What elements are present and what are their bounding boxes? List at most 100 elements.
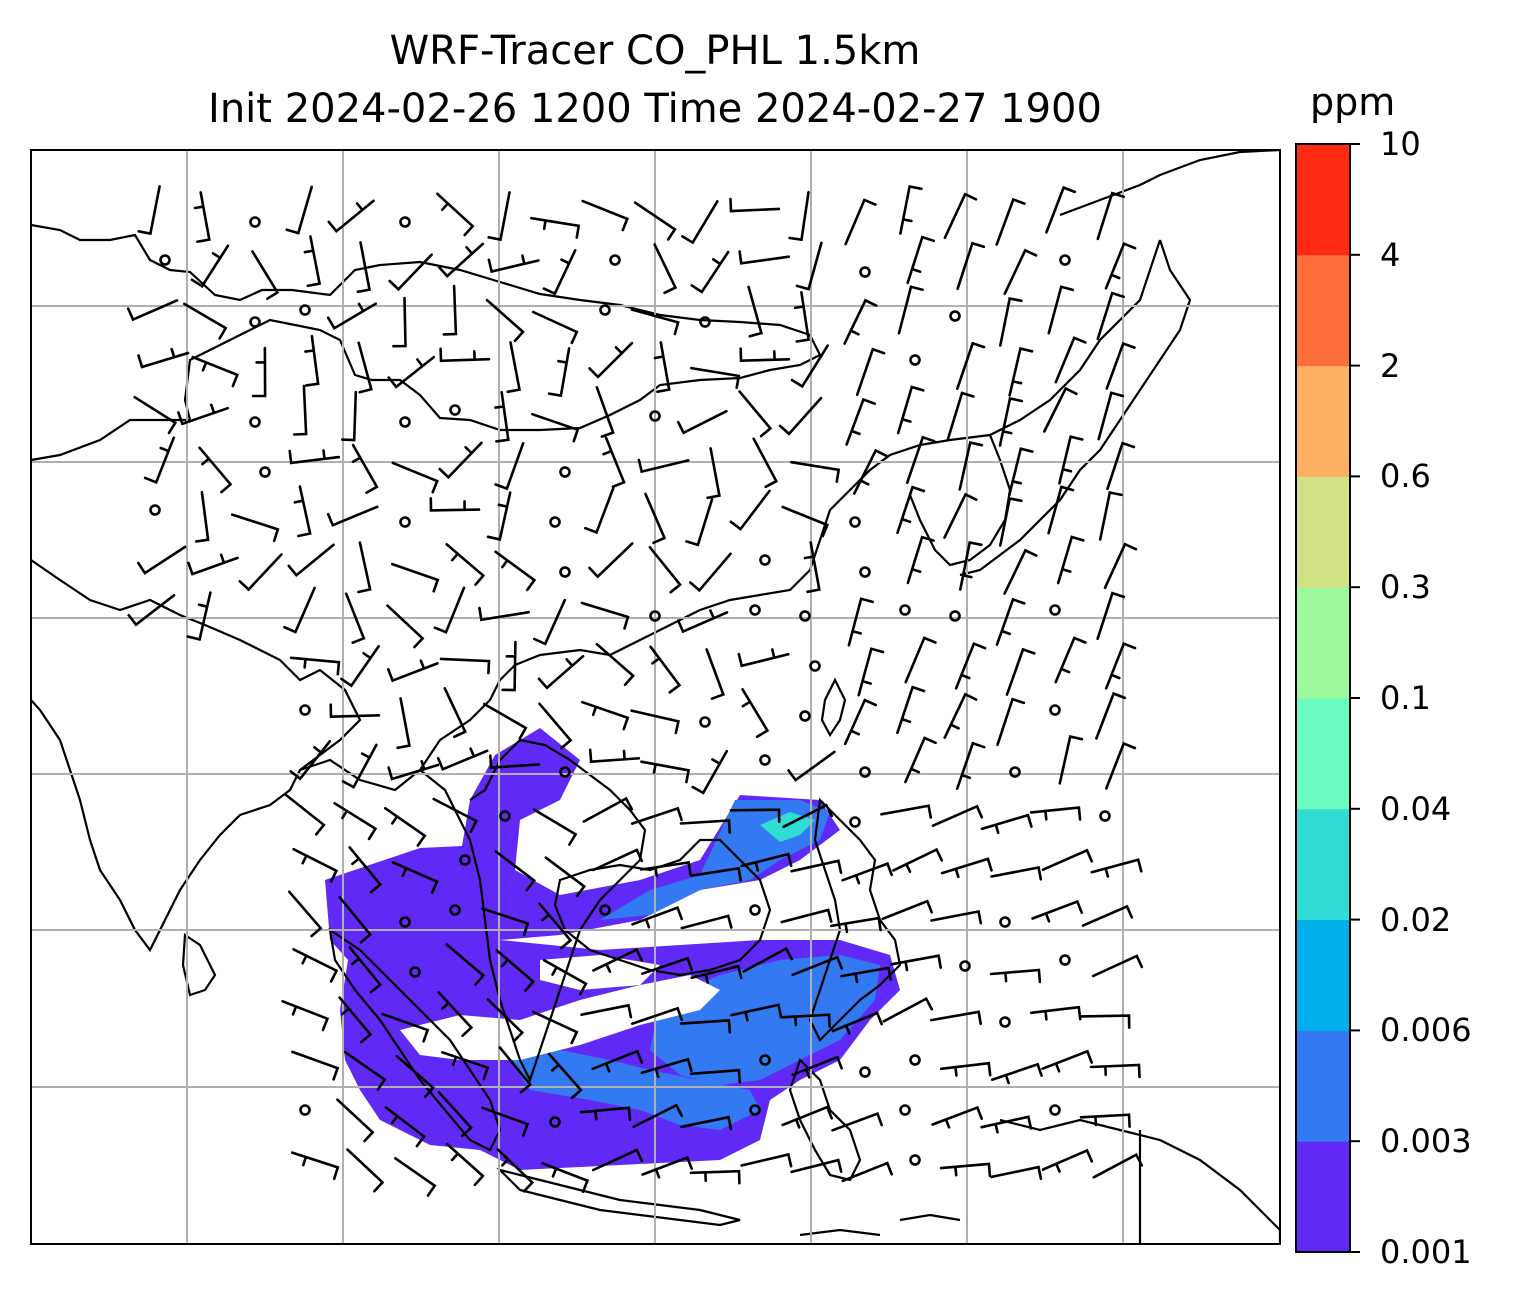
- wind-barb: [338, 896, 373, 944]
- wind-barb: [191, 355, 239, 388]
- wind-barb: [641, 1155, 693, 1179]
- wind-barb: [137, 545, 187, 575]
- coastline-sumatra: [328, 927, 502, 1152]
- calm-wind-circle: [809, 660, 821, 672]
- wind-barb: [705, 648, 725, 700]
- calm-wind-circle: [859, 1066, 871, 1078]
- coastline-bengal: [299, 648, 611, 792]
- wind-barb: [485, 298, 525, 343]
- wind-barb: [1105, 341, 1136, 390]
- wind-barb: [436, 747, 489, 771]
- wind-barb: [790, 460, 841, 483]
- wind-barb: [595, 386, 615, 438]
- wind-barb: [706, 447, 721, 500]
- calm-wind-circle: [609, 254, 621, 266]
- wind-barb: [795, 241, 823, 291]
- wind-barb: [1091, 954, 1144, 978]
- wind-barb: [831, 1011, 883, 1035]
- wind-barb: [588, 542, 634, 579]
- wind-barb: [899, 184, 923, 235]
- wind-barb: [238, 553, 283, 592]
- colorbar-tick-label: 0.003: [1380, 1122, 1472, 1161]
- wind-barb: [284, 793, 326, 836]
- colorbar-tick-label: 0.1: [1380, 679, 1431, 717]
- wind-barb: [840, 966, 892, 984]
- wind-barb: [1106, 441, 1136, 491]
- wind-barb: [588, 341, 634, 379]
- wind-barb: [855, 347, 886, 396]
- wind-barb: [338, 996, 373, 1044]
- wind-barb: [790, 1158, 843, 1174]
- wind-barb: [292, 384, 308, 436]
- wind-barb: [653, 341, 671, 393]
- wind-barb: [1096, 291, 1125, 341]
- calm-wind-circle: [249, 216, 261, 228]
- wind-barb: [591, 1148, 644, 1172]
- wind-barb: [1096, 591, 1126, 641]
- calm-wind-circle: [1099, 810, 1111, 822]
- map-title-line1: WRF-Tracer CO_PHL 1.5km: [389, 28, 921, 74]
- wind-barb: [381, 1012, 430, 1043]
- wind-barb: [595, 642, 635, 687]
- wind-barb: [251, 346, 267, 398]
- wind-barb: [882, 996, 934, 1023]
- calm-wind-circle: [749, 904, 761, 916]
- calm-wind-circle: [409, 966, 421, 978]
- wind-barb: [288, 449, 341, 465]
- wind-barb: [980, 813, 1033, 835]
- wind-barb: [346, 1148, 385, 1193]
- calm-wind-circle: [759, 754, 771, 766]
- wind-barb: [637, 458, 690, 474]
- calm-wind-circle: [449, 404, 461, 416]
- wind-barb: [433, 586, 466, 634]
- wind-barb: [1047, 485, 1075, 535]
- calm-wind-circle: [799, 610, 811, 622]
- wind-barb: [494, 442, 525, 491]
- wind-barb: [531, 412, 580, 443]
- calm-wind-circle: [949, 310, 961, 322]
- plume-high: [760, 812, 815, 842]
- wind-barb: [137, 347, 190, 369]
- wind-barb: [1104, 642, 1137, 690]
- wind-barb: [388, 253, 433, 292]
- wind-barb: [1081, 904, 1134, 927]
- wind-barb: [602, 436, 626, 488]
- calm-wind-circle: [559, 566, 571, 578]
- wind-barb: [487, 191, 511, 242]
- colorbar-band: [1296, 1141, 1350, 1253]
- coastline-taiwan: [820, 677, 847, 738]
- wind-barb: [547, 347, 571, 398]
- calm-wind-circle: [559, 766, 571, 778]
- wind-barb: [336, 1098, 375, 1143]
- wind-barb: [995, 597, 1026, 646]
- wind-barb: [630, 709, 680, 735]
- wind-barb: [584, 486, 615, 535]
- wind-barb: [1031, 899, 1083, 923]
- wind-barb: [198, 446, 233, 494]
- wind-barb: [1103, 542, 1138, 590]
- wind-barb: [531, 310, 579, 345]
- calm-wind-circle: [909, 1054, 921, 1066]
- wind-barb: [530, 216, 581, 239]
- wind-barb: [790, 859, 843, 874]
- wind-barb: [640, 861, 692, 877]
- wind-barb: [956, 341, 986, 390]
- wind-barb: [357, 541, 372, 594]
- wind-barb: [1079, 1113, 1131, 1128]
- calm-wind-circle: [759, 554, 771, 566]
- coastline-srilanka: [181, 933, 217, 997]
- calm-wind-circle: [799, 710, 811, 722]
- wind-barb: [387, 759, 440, 781]
- wind-barb: [1041, 1148, 1094, 1173]
- wind-barb: [831, 1112, 883, 1132]
- wind-barb: [730, 1003, 783, 1022]
- coastline-philippines: [808, 797, 902, 1042]
- wind-barb: [437, 242, 485, 278]
- wind-barb: [384, 807, 427, 847]
- wind-barb: [943, 492, 978, 539]
- wind-barb: [177, 403, 229, 426]
- wind-barb: [742, 946, 794, 973]
- wind-barbs: [126, 184, 1144, 1197]
- wind-barb: [690, 866, 742, 882]
